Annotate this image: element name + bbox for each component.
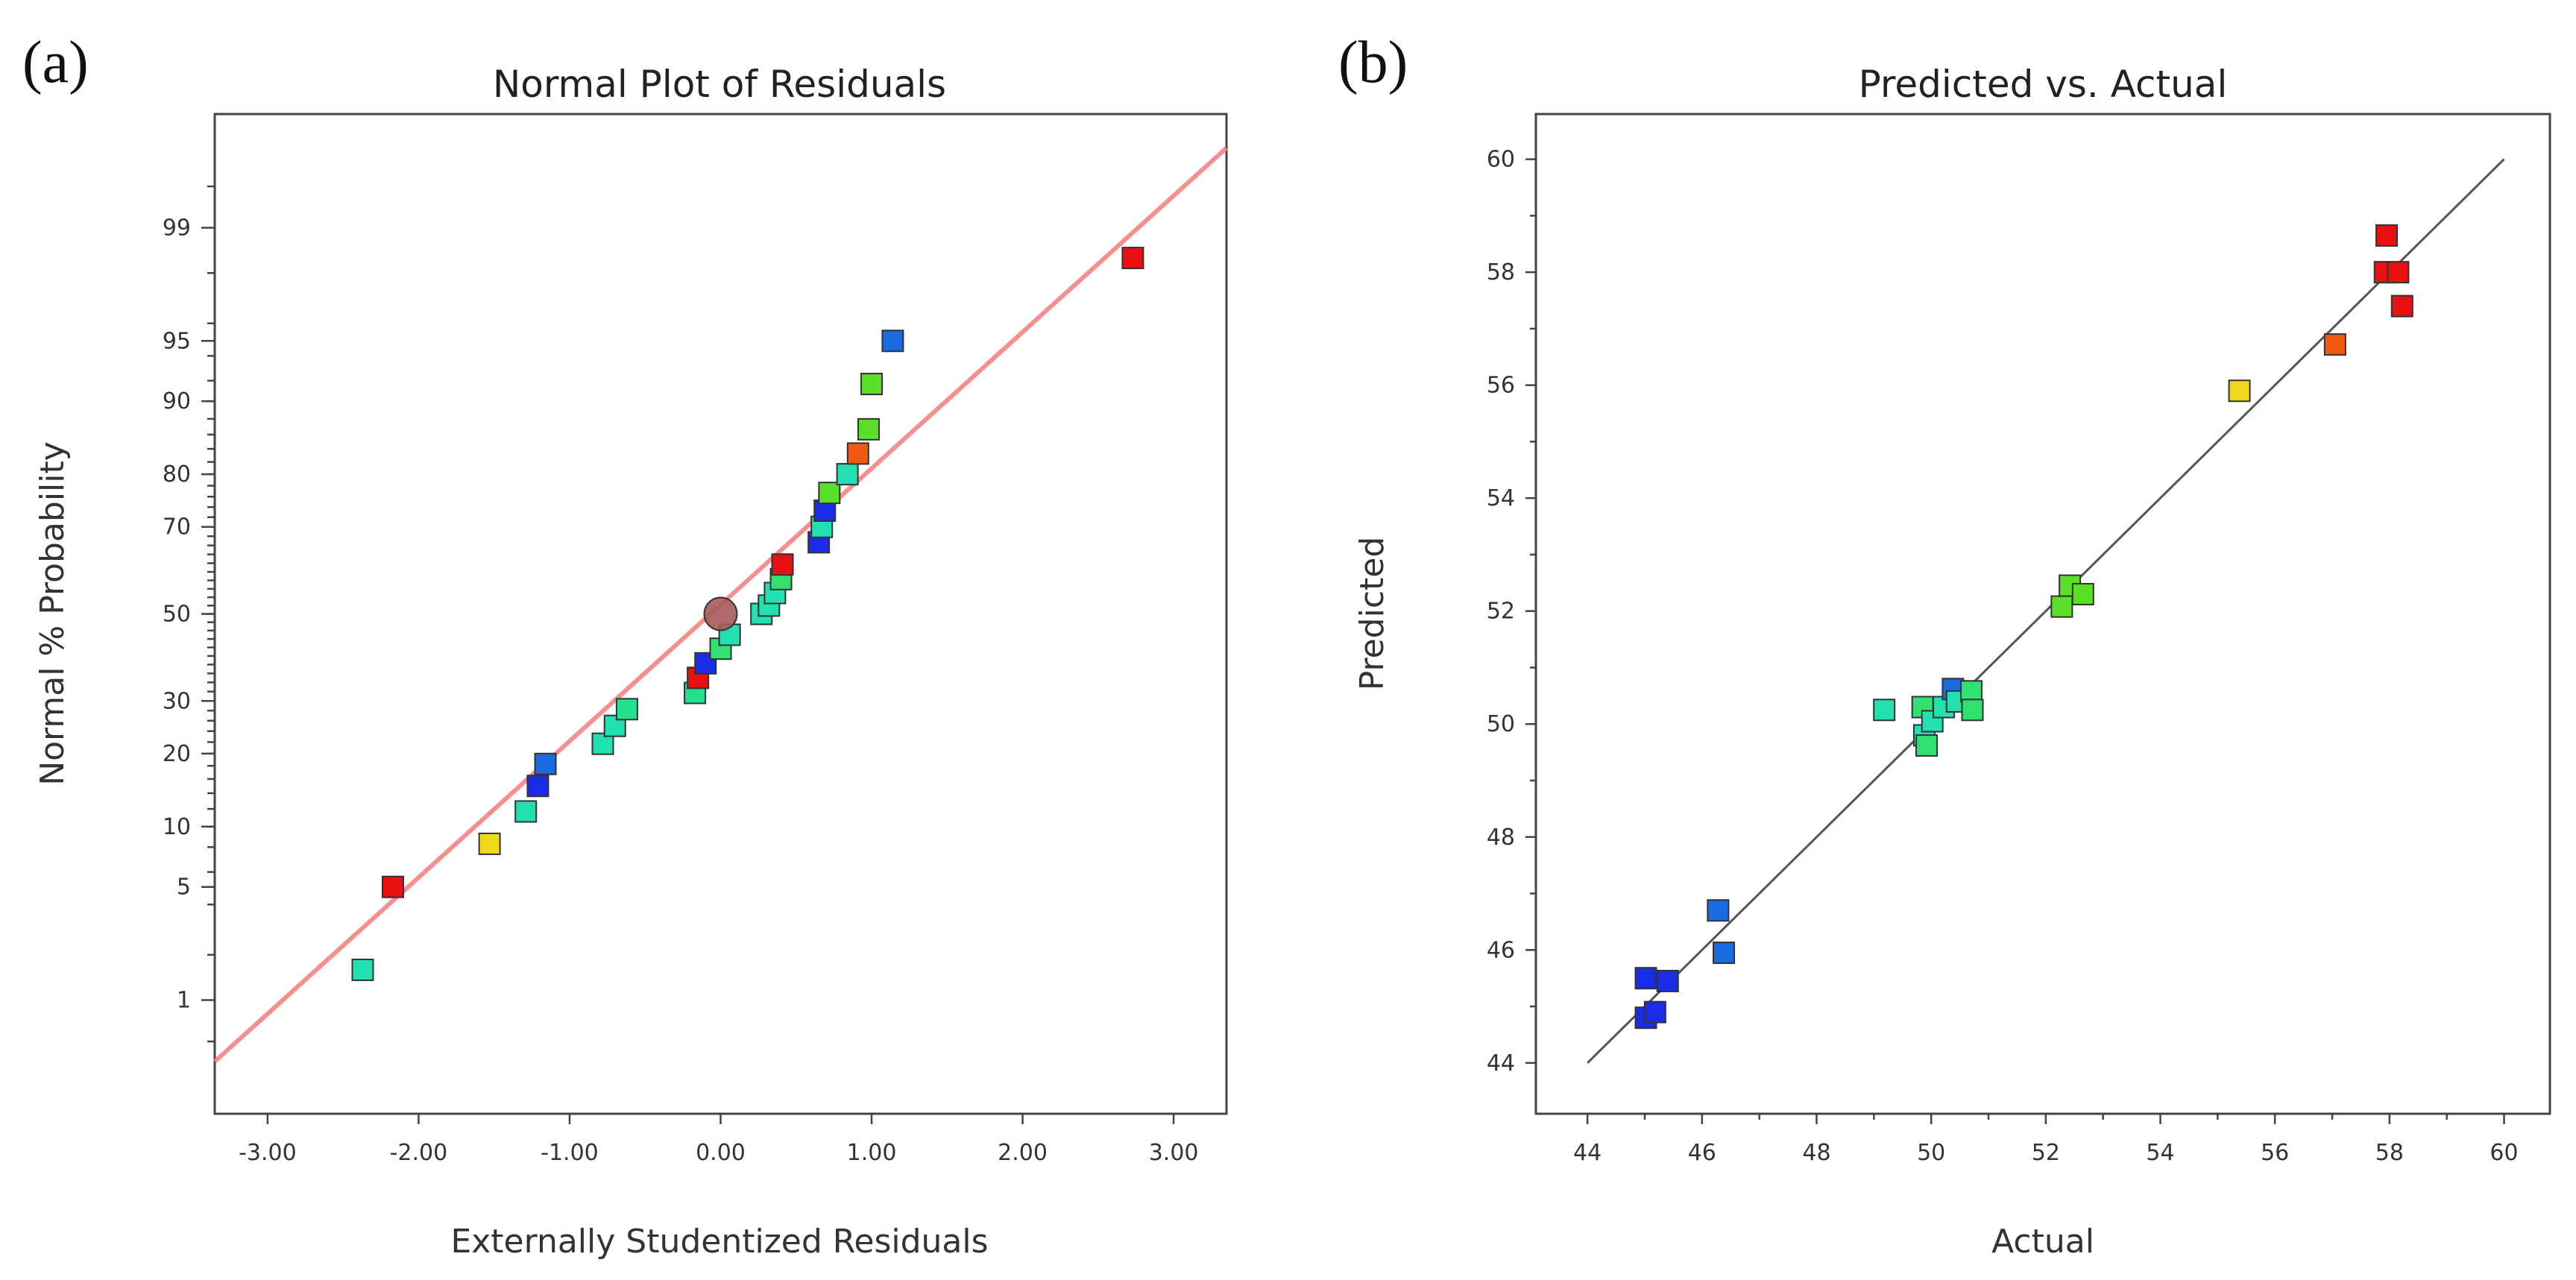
panel-b-data-point — [2050, 595, 2073, 618]
panel-b-y-tick-label: 54 — [1487, 485, 1515, 511]
panel-b-data-point — [2323, 333, 2346, 356]
panel-a-data-point — [514, 800, 538, 823]
panel-a-data-point — [860, 373, 884, 396]
panel-b-data-point — [1713, 942, 1736, 965]
panel-b-x-tick-label: 44 — [1573, 1140, 1602, 1166]
panel-a-data-point — [836, 463, 859, 486]
panel-a-data-point — [351, 958, 374, 981]
panel-b: (b) Predicted vs. Actual 44 46 48 50 52 54 56 5… — [1338, 30, 2551, 1261]
panel-a-y-tick-label: 5 — [177, 874, 191, 901]
panel-b-data-point — [1634, 967, 1657, 990]
panel-a-y-tick-label: 20 — [163, 741, 191, 767]
panel-a-data-point — [534, 752, 557, 775]
panel-b-x-tick-label: 46 — [1688, 1140, 1716, 1166]
panel-a-x-tick-label: 3.00 — [1149, 1140, 1199, 1166]
panel-b-x-tick-label: 50 — [1917, 1140, 1945, 1166]
panel-a-minor-ticks — [207, 185, 215, 1043]
panel-b-x-tick-label: 54 — [2146, 1140, 2174, 1166]
panel-b-data-point — [1915, 734, 1939, 757]
panel-a-y-tick-label: 30 — [163, 688, 191, 714]
panel-a-y-tick-label: 80 — [163, 461, 191, 488]
panel-b-title: Predicted vs. Actual — [1859, 63, 2228, 106]
panel-a-data-point — [615, 698, 638, 721]
panel-b-data-point — [1873, 699, 1896, 722]
panel-a-x-tick-label: -1.00 — [541, 1140, 599, 1166]
panel-b-data-point — [2387, 261, 2410, 284]
panel-a-data-point — [526, 775, 549, 798]
panel-a-data-point — [478, 832, 501, 855]
panel-b-label: (b) — [1338, 30, 1408, 95]
panel-b-points — [1634, 224, 2413, 1030]
panel-a-x-tick-label: 0.00 — [696, 1140, 746, 1166]
panel-b-data-point — [2071, 582, 2094, 605]
panel-b-data-point — [1643, 1000, 1666, 1024]
panel-b-y-tick-label: 46 — [1487, 937, 1515, 963]
panel-b-reference-line — [1587, 158, 2505, 1064]
panel-a-y-tick-label: 10 — [163, 814, 191, 840]
panel-b-data-point — [1656, 969, 1679, 992]
panel-a-data-point — [881, 330, 904, 353]
panel-a-y-tick-label: 95 — [163, 328, 191, 354]
panel-b-y-tick-label: 60 — [1487, 147, 1515, 173]
panel-b-data-point — [2390, 294, 2413, 318]
panel-a-x-tick-label: 1.00 — [847, 1140, 897, 1166]
panel-b-data-point — [1707, 899, 1730, 922]
panel-b-x-tick-label: 56 — [2261, 1140, 2289, 1166]
panel-a-data-point — [846, 442, 869, 465]
panel-a-data-point — [818, 482, 841, 505]
panel-a-x-label: Externally Studentized Residuals — [450, 1223, 988, 1261]
panel-a-y-label: Normal % Probability — [34, 441, 72, 786]
panel-b-data-point — [1959, 680, 1983, 703]
panel-a-y-tick-label: 50 — [163, 602, 191, 628]
panel-a: (a) Normal Plot of Residuals -3.00 -2.00-… — [22, 30, 1229, 1261]
panel-a-y-axis: 1 5 10 20 30 50 70 80 90 95 99 — [163, 215, 215, 1013]
panel-a-data-point — [381, 875, 404, 898]
panel-a-title: Normal Plot of Residuals — [493, 63, 946, 106]
panel-b-data-point — [2228, 379, 2251, 403]
panel-b-y-tick-label: 48 — [1487, 825, 1515, 851]
panel-b-data-point — [1961, 699, 1984, 722]
panel-a-y-tick-label: 99 — [163, 215, 191, 242]
panel-a-x-tick-label: 2.00 — [998, 1140, 1048, 1166]
panel-b-y-tick-label: 56 — [1487, 373, 1515, 399]
panel-b-x-label: Actual — [1991, 1223, 2094, 1261]
panel-b-x-tick-label: 52 — [2032, 1140, 2060, 1166]
panel-b-y-tick-label: 52 — [1487, 599, 1515, 625]
panel-a-y-tick-label: 1 — [177, 987, 191, 1013]
panel-b-y-axis: 44 46 48 50 52 54 56 58 60 — [1487, 147, 1536, 1076]
panel-b-x-tick-label: 60 — [2490, 1140, 2518, 1166]
panel-b-x-axis: 44 46 48 50 52 54 56 58 60 — [1573, 1114, 2519, 1166]
panel-a-center-marker — [703, 596, 738, 631]
panel-b-x-tick-label: 58 — [2375, 1140, 2404, 1166]
panel-b-y-tick-label: 50 — [1487, 711, 1515, 737]
panel-a-label: (a) — [22, 30, 89, 95]
panel-b-x-tick-label: 48 — [1802, 1140, 1830, 1166]
panel-b-y-tick-label: 44 — [1487, 1050, 1515, 1076]
panel-b-y-label: Predicted — [1353, 537, 1391, 691]
panel-a-data-point — [771, 553, 794, 576]
panel-b-plot-frame — [1534, 113, 2551, 1115]
panel-a-data-point — [1121, 247, 1144, 270]
panel-a-x-tick-label: -3.00 — [239, 1140, 297, 1166]
panel-b-data-point — [2375, 224, 2399, 247]
panel-a-y-tick-label: 90 — [163, 388, 191, 414]
panel-a-data-point — [857, 417, 880, 441]
panel-a-x-tick-label: -2.00 — [390, 1140, 448, 1166]
panel-a-x-axis: -3.00 -2.00 -1.00 0.00 1.00 2.00 3.00 — [239, 1114, 1199, 1166]
panel-a-y-tick-label: 70 — [163, 514, 191, 540]
panel-b-y-tick-label: 58 — [1487, 259, 1515, 286]
panel-a-points — [351, 247, 1144, 981]
